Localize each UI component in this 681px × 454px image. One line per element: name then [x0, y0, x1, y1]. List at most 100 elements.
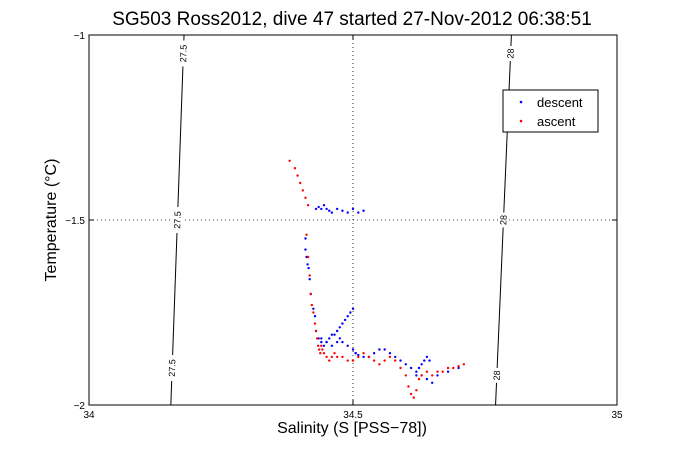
descent-point — [341, 322, 344, 325]
descent-point — [383, 348, 386, 351]
ascent-point — [325, 355, 328, 359]
descent-point — [335, 329, 339, 333]
ascent-point — [346, 359, 349, 362]
contour-label-group: 28 — [498, 212, 509, 228]
ascent-point — [412, 396, 415, 399]
ascent-point — [309, 292, 312, 296]
descent-point — [314, 207, 318, 211]
descent-point — [349, 311, 352, 314]
contour-label-group: 28 — [491, 367, 503, 384]
ascent-point — [341, 355, 344, 359]
contour-label: 28 — [498, 215, 508, 225]
descent-point — [312, 307, 315, 310]
ascent-point — [299, 181, 302, 185]
descent-point — [330, 211, 334, 214]
descent-point — [322, 204, 326, 207]
descent-point — [415, 374, 418, 377]
ascent-point — [306, 255, 310, 259]
chart-title: SG503 Ross2012, dive 47 started 27-Nov-2… — [112, 9, 592, 30]
contour-label: 27.5 — [172, 211, 183, 229]
data-points — [288, 159, 466, 399]
descent-point — [425, 355, 429, 359]
descent-point — [338, 326, 341, 329]
ascent-point — [383, 359, 386, 362]
ascent-point — [306, 204, 310, 207]
ascent-point — [320, 344, 323, 347]
descent-point — [362, 355, 365, 359]
x-tick-label: 35 — [611, 410, 623, 421]
ascent-point — [288, 159, 291, 162]
descent-point — [341, 209, 344, 212]
descent-point — [446, 370, 450, 373]
ascent-point — [318, 348, 321, 351]
descent-point — [328, 337, 331, 340]
y-tick-label: −2 — [74, 401, 86, 412]
ascent-point — [378, 363, 381, 366]
ascent-point — [293, 167, 297, 170]
ascent-point — [319, 352, 322, 355]
contour-label-bg — [505, 45, 516, 62]
contour-label-bg — [177, 40, 189, 67]
ascent-point — [328, 359, 331, 362]
descent-point — [351, 307, 355, 310]
ascent-point — [399, 366, 402, 370]
descent-point — [436, 374, 439, 377]
y-tick-label: −1 — [74, 31, 86, 42]
ascent-point — [436, 370, 439, 373]
descent-point — [306, 263, 309, 266]
descent-point — [320, 207, 323, 211]
descent-point — [457, 366, 460, 370]
descent-point — [425, 377, 429, 381]
ascent-point — [301, 189, 305, 192]
ascent-point — [446, 366, 450, 370]
descent-point — [335, 340, 339, 344]
descent-point — [351, 348, 355, 351]
density-contours: 27.5 27.5 27.5 28 28 28 — [166, 34, 516, 406]
ascent-point — [415, 389, 418, 392]
ascent-point — [357, 355, 360, 359]
ascent-point — [431, 374, 434, 377]
ascent-point — [362, 352, 365, 355]
descent-point — [325, 340, 328, 344]
ascent-point — [310, 303, 314, 307]
ascent-point — [388, 355, 392, 359]
descent-point — [341, 340, 344, 344]
descent-point — [388, 352, 392, 355]
ascent-point — [417, 377, 421, 381]
ascent-point — [404, 374, 407, 377]
descent-point — [362, 209, 365, 212]
descent-point — [404, 363, 407, 366]
descent-point — [420, 363, 423, 366]
ascent-point — [407, 385, 410, 388]
contour-label-bg — [166, 354, 178, 382]
ascent-point — [420, 374, 423, 377]
descent-point — [320, 337, 323, 340]
ascent-point — [316, 344, 320, 347]
descent-point — [394, 355, 397, 359]
ascent-point — [314, 329, 318, 333]
legend-ascent-marker — [519, 119, 523, 123]
descent-point — [372, 352, 376, 355]
descent-point — [330, 333, 334, 336]
descent-point — [428, 359, 431, 362]
descent-point — [304, 237, 307, 240]
legend-box — [502, 89, 599, 133]
ascent-point — [296, 174, 299, 177]
y-tick-label: −1.5 — [65, 216, 85, 227]
descent-point — [328, 209, 331, 212]
ascent-point — [462, 363, 466, 366]
legend-ascent-label: ascent — [537, 114, 576, 129]
ascent-point — [305, 233, 308, 236]
descent-point — [304, 248, 307, 251]
ascent-point — [308, 274, 311, 277]
x-axis-label: Salinity (S [PSS−78]) — [277, 420, 427, 437]
ascent-point — [312, 311, 315, 314]
ascent-point — [315, 337, 319, 340]
contour-label-bg — [491, 367, 503, 384]
contour-label-group: 27.5 — [177, 40, 189, 67]
descent-point — [351, 207, 355, 211]
ascent-point — [372, 359, 376, 362]
descent-point — [313, 315, 317, 318]
ascent-point — [304, 196, 307, 199]
